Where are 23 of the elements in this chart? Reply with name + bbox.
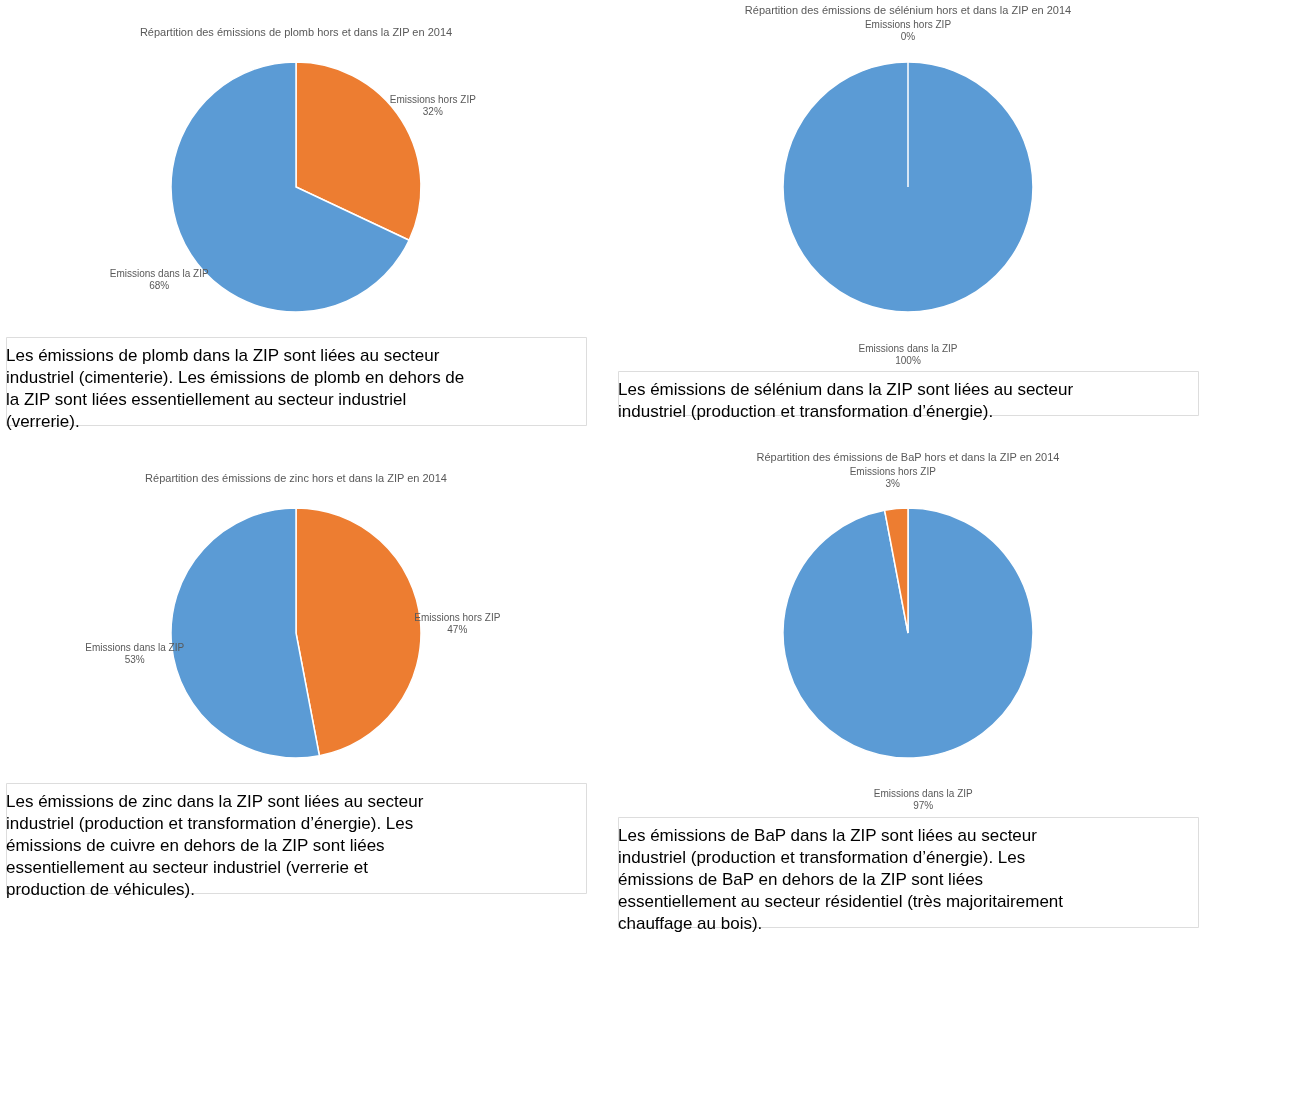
text: Les émissions de plomb dans la ZIP sont liées au secteur industriel (cimenterie). Les émissions de plomb en dehors de la ZIP sont liées essentiellement au secteur industriel (verrerie). xyxy=(6,346,465,431)
text: 0% xyxy=(900,31,916,42)
chart-title: Répartition des émissions de BaP hors et dans la ZIP en 2014 xyxy=(756,450,1060,463)
chart-title: Répartition des émissions de plomb hors et dans la ZIP en 2014 xyxy=(139,26,453,38)
data-label: 53% xyxy=(124,654,145,666)
chart-title: Répartition des émissions de zinc hors et dans la ZIP en 2014 xyxy=(145,472,447,484)
slice-label: Emissions dans la ZIP xyxy=(873,788,974,800)
data-label: 32% xyxy=(422,106,443,118)
data-label: 47% xyxy=(447,623,468,635)
data-label: 97% xyxy=(913,800,934,812)
pie-slice xyxy=(782,507,1034,759)
chart-title: Répartition des émissions de sélénium hors et dans la ZIP en 2014 xyxy=(744,4,1072,16)
text: Les émissions de BaP dans la ZIP sont liées au secteur industriel (production et transformation d’énergie). Les émissions de BaP en dehors de la ZIP sont liées essentiellement au secteur résidentiel (très majoritairement chauffage au bois). xyxy=(618,826,1064,933)
category-label: Emissions hors ZIP xyxy=(864,19,952,30)
data-label: 100% xyxy=(895,355,921,366)
slice-label: Emissions dans la ZIP xyxy=(109,267,210,279)
data-label: 3% xyxy=(885,477,901,489)
slice-label: Emissions hors ZIP xyxy=(389,94,477,106)
slice-label: Emissions hors ZIP xyxy=(849,465,937,477)
text: Les émissions de zinc dans la ZIP sont liées au secteur industriel (production et transformation d’énergie). Les émissions de cuivre en dehors de la ZIP sont liées essentiellement au secteur industriel (verrerie et production de véhicules). xyxy=(6,792,424,899)
data-label: 68% xyxy=(149,279,170,291)
text: Les émissions de sélénium dans la ZIP sont liées au secteur industriel (production et transformation d’énergie). xyxy=(618,380,1074,421)
slice-label: Emissions dans la ZIP xyxy=(858,343,958,354)
